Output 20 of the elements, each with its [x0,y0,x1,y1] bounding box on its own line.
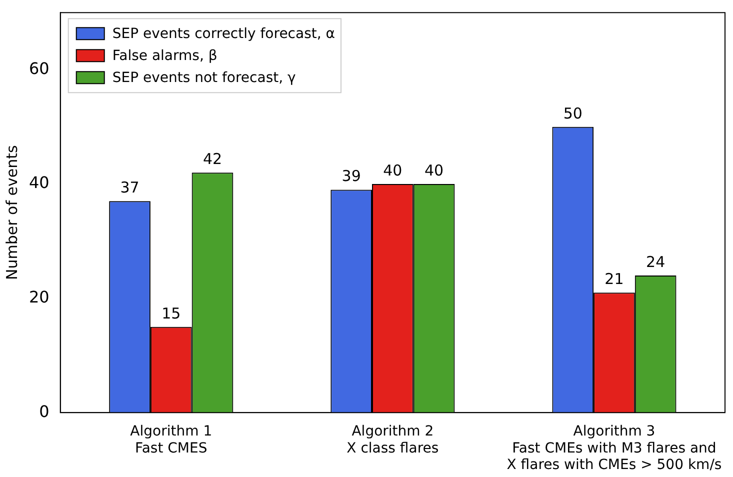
x-tick-label: Algorithm 1 Fast CMES [130,424,212,456]
data-label: 39 [342,167,361,186]
data-label: 24 [646,252,666,271]
legend-label: SEP events correctly forecast, α [112,26,335,42]
data-label: 15 [162,304,181,322]
y-tick-label: 20 [29,287,50,306]
data-label: 40 [424,161,444,180]
legend-label: False alarms, β [112,48,218,64]
legend-label: SEP events not forecast, γ [112,70,296,86]
data-label: 40 [383,161,402,180]
y-tick-label: 60 [29,58,50,78]
x-tick-label: Algorithm 2 X class flares [346,424,439,456]
data-label: 42 [202,150,222,168]
y-axis-title: Number of events [2,145,21,280]
x-tick-label: Algorithm 3 Fast CMEs with M3 flares and X flares with CMEs > 500 km/s [506,424,722,474]
data-label: 21 [604,270,624,288]
data-label: 37 [120,178,140,197]
y-tick-label: 40 [29,173,50,192]
y-tick-label: 0 [39,402,50,421]
data-label: 50 [563,104,582,122]
